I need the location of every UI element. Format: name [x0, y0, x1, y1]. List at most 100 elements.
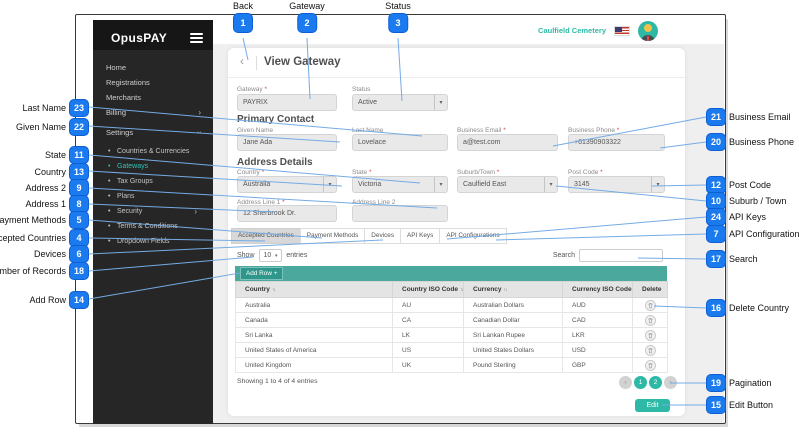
- sidebar-item-terms-conditions[interactable]: Terms & Conditions: [93, 219, 213, 234]
- chevron-down-icon: ▾: [544, 177, 557, 192]
- brand-logo: OpusPAY: [111, 31, 168, 45]
- given-name-field[interactable]: Jane Ada: [237, 134, 337, 151]
- table-row: Canada CA Canadian Dollar CAD: [235, 312, 668, 328]
- sidebar-item-tax-groups[interactable]: Tax Groups: [93, 174, 213, 189]
- table-summary: Showing 1 to 4 of 4 entries: [237, 378, 318, 385]
- delete-country-button[interactable]: [644, 329, 656, 341]
- trash-icon: [647, 347, 653, 353]
- given-name-label: Given Name: [237, 127, 274, 134]
- callout-payment-methods: Payment Methods 5: [0, 211, 89, 229]
- chevron-down-icon: ▾: [434, 177, 447, 192]
- search-label: Search: [552, 252, 575, 259]
- sidebar-item-plans[interactable]: Plans: [93, 189, 213, 204]
- sidebar-item-home[interactable]: Home: [106, 63, 127, 72]
- column-header-country[interactable]: Country: [235, 281, 393, 298]
- gateway-field[interactable]: PAYRIX: [237, 94, 337, 111]
- tab-accepted-countries[interactable]: Accepted Countries: [231, 228, 301, 244]
- callout-given-name: Given Name 22: [16, 118, 89, 136]
- sidebar-item-billing[interactable]: Billing ›: [93, 105, 213, 120]
- state-select[interactable]: Victoria ▾: [352, 176, 448, 193]
- us-flag-icon[interactable]: [614, 25, 630, 36]
- user-avatar[interactable]: [638, 20, 658, 41]
- status-label: Status: [352, 86, 371, 93]
- sidebar-header: OpusPAY: [93, 20, 213, 50]
- tab-payment-methods[interactable]: Payment Methods: [299, 228, 366, 244]
- business-email-field[interactable]: a@test.com: [457, 134, 558, 151]
- chevron-down-icon: ▾: [434, 95, 447, 110]
- tab-api-configurations[interactable]: API Configurations: [439, 228, 507, 244]
- edit-button[interactable]: Edit: [635, 399, 670, 412]
- callout-api-configurations: 7 API Configurations: [706, 225, 799, 243]
- post-code-select[interactable]: 3145 ▾: [568, 176, 665, 193]
- sidebar-menu: Home Registrations Merchants Billing › Se…: [93, 60, 213, 249]
- address-line-2-field[interactable]: [352, 205, 448, 222]
- delete-country-button[interactable]: [644, 344, 656, 356]
- callout-business-email: 21 Business Email: [706, 108, 791, 126]
- search-input[interactable]: [579, 249, 663, 262]
- pagination: ‹ 1 2 ›: [619, 376, 677, 389]
- callout-business-phone: 20 Business Phone: [706, 133, 794, 151]
- table-row: United Kingdom UK Pound Sterling GBP: [235, 357, 668, 373]
- sidebar-item-settings[interactable]: Settings ›: [93, 125, 213, 140]
- callout-edit-button: 15 Edit Button: [706, 396, 773, 414]
- country-label: Country: [237, 169, 264, 176]
- chevron-down-icon: ▾: [651, 177, 664, 192]
- delete-country-button[interactable]: [644, 359, 656, 371]
- page-title: View Gateway: [264, 56, 341, 68]
- sidebar-item-dropdown-fields[interactable]: Dropdown Fields: [93, 234, 213, 249]
- callout-devices: Devices 6: [34, 245, 89, 263]
- column-header-currency[interactable]: Currency: [463, 281, 563, 298]
- callout-last-name: Last Name 23: [22, 99, 89, 117]
- address-line-1-field[interactable]: 12 Sherbrook Dr.: [237, 205, 337, 222]
- sidebar-item-gateways[interactable]: Gateways: [93, 159, 213, 174]
- entries-label: entries: [286, 252, 308, 259]
- pagination-next-button[interactable]: ›: [664, 376, 677, 389]
- sidebar-item-merchants[interactable]: Merchants: [106, 93, 142, 102]
- suburb-town-select[interactable]: Caulfield East ▾: [457, 176, 558, 193]
- search-control: Search: [553, 249, 663, 262]
- pagination-page-2[interactable]: 2: [649, 376, 662, 389]
- table-row: Sri Lanka LK Sri Lankan Rupee LKR: [235, 327, 668, 343]
- callout-address-1: Address 1 8: [25, 195, 89, 213]
- sort-icon[interactable]: [504, 287, 507, 293]
- column-header-delete: Delete: [632, 281, 668, 298]
- back-button[interactable]: ‹: [240, 54, 244, 68]
- callout-gateway: Gateway 2: [289, 1, 325, 33]
- pagination-prev-button[interactable]: ‹: [619, 376, 632, 389]
- delete-country-button[interactable]: [644, 314, 656, 326]
- hamburger-menu-icon[interactable]: [190, 33, 203, 43]
- delete-country-button[interactable]: [644, 299, 656, 311]
- sort-icon[interactable]: [272, 287, 275, 293]
- callout-back: Back 1: [232, 1, 253, 33]
- card-header: ‹ View Gateway: [228, 48, 685, 78]
- tab-api-keys[interactable]: API Keys: [400, 228, 441, 244]
- sort-icon[interactable]: [460, 287, 463, 293]
- country-select[interactable]: Australia ▾: [237, 176, 337, 193]
- callout-status: Status 3: [385, 1, 411, 33]
- sidebar-item-registrations[interactable]: Registrations: [106, 78, 150, 87]
- tab-devices[interactable]: Devices: [364, 228, 402, 244]
- column-header-currency-iso[interactable]: Currency ISO Code: [562, 281, 633, 298]
- add-row-button[interactable]: Add Row +: [240, 267, 284, 280]
- primary-contact-heading: Primary Contact: [237, 114, 315, 125]
- callout-add-row: Add Row 14: [29, 291, 89, 309]
- show-entries-control: Show 10 ▾ entries: [237, 249, 307, 262]
- view-gateway-card: ‹ View Gateway Gateway PAYRIX Status Act…: [228, 48, 685, 416]
- table-row: United States of America US United State…: [235, 342, 668, 358]
- add-row-bar: Add Row +: [235, 266, 667, 281]
- status-select[interactable]: Active ▾: [352, 94, 448, 111]
- tenant-name[interactable]: Caulfield Cemetery: [538, 26, 606, 35]
- trash-icon: [647, 362, 653, 368]
- business-phone-field[interactable]: +61390903322: [568, 134, 665, 151]
- business-email-label: Business Email: [457, 127, 506, 134]
- sidebar-item-countries-currencies[interactable]: Countries & Currencies: [93, 144, 213, 159]
- last-name-label: Last Name: [352, 127, 384, 134]
- column-header-country-iso[interactable]: Country ISO Code: [392, 281, 464, 298]
- last-name-field[interactable]: Lovelace: [352, 134, 448, 151]
- sidebar-item-security[interactable]: Security›: [93, 204, 213, 219]
- page-size-select[interactable]: 10 ▾: [258, 249, 283, 262]
- chevron-down-icon: ▾: [275, 252, 278, 259]
- callout-state: State 11: [45, 146, 89, 164]
- pagination-page-1[interactable]: 1: [634, 376, 647, 389]
